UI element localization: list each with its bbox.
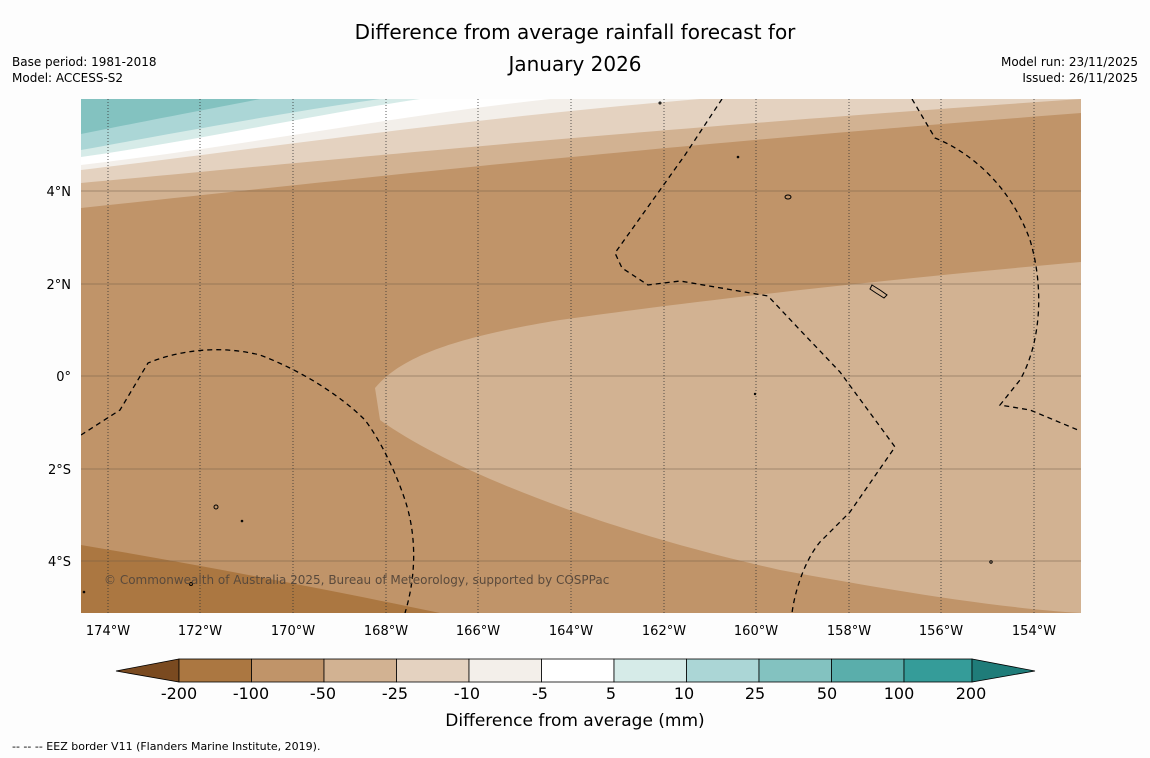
- colorbar-tick: -200: [161, 684, 197, 703]
- eez-border-east: [911, 99, 1079, 431]
- eez-border-central: [614, 99, 896, 613]
- colorbar-extend-right: [971, 658, 1036, 683]
- colorbar-segment: [396, 658, 470, 683]
- eez-borders: [81, 99, 1079, 613]
- lon-label: 168°W: [364, 624, 408, 639]
- colorbar-tick: -50: [310, 684, 336, 703]
- island-icon: [989, 560, 993, 564]
- gridlines: [81, 190, 1081, 562]
- footnote: -- -- -- EEZ border V11 (Flanders Marine…: [12, 740, 321, 753]
- lon-label: 164°W: [549, 624, 593, 639]
- colorbar-segment: [758, 658, 832, 683]
- colorbar-tick: 5: [606, 684, 616, 703]
- colorbar-segment: [613, 658, 687, 683]
- base-period: Base period: 1981-2018: [12, 55, 157, 69]
- island-icon: [240, 519, 244, 523]
- meta-left: Base period: 1981-2018 Model: ACCESS-S2: [12, 54, 157, 86]
- band-east-minus50: [375, 262, 1081, 613]
- lon-label: 174°W: [86, 624, 130, 639]
- title-line-2: January 2026: [508, 52, 642, 76]
- colorbar-tick: 200: [956, 684, 987, 703]
- lon-label: 162°W: [642, 624, 686, 639]
- band-minus100: [81, 545, 440, 613]
- island-icon: [869, 284, 888, 299]
- colorbar-tick: -5: [532, 684, 548, 703]
- longitude-labels: 174°W 172°W 170°W 168°W 166°W 164°W 162°…: [86, 624, 1056, 639]
- lon-label: 172°W: [178, 624, 222, 639]
- copyright-text: © Commonwealth of Australia 2025, Bureau…: [104, 573, 609, 587]
- colorbar: -200 -100 -50 -25 -10 -5 5 10 25 50 100 …: [115, 658, 1036, 731]
- lat-label: 0°: [56, 370, 71, 385]
- island-icon: [736, 155, 740, 159]
- colorbar-segment: [541, 658, 615, 683]
- colorbar-segment: [686, 658, 760, 683]
- colorbar-segment: [468, 658, 542, 683]
- colorbar-tick: -10: [454, 684, 480, 703]
- lon-label: 154°W: [1012, 624, 1056, 639]
- island-icon: [784, 194, 792, 200]
- colorbar-tick: -25: [382, 684, 408, 703]
- lon-label: 156°W: [919, 624, 963, 639]
- colorbar-segment: [251, 658, 325, 683]
- title-line-1: Difference from average rainfall forecas…: [354, 20, 796, 44]
- colorbar-tick: 25: [745, 684, 765, 703]
- islands: [82, 101, 993, 594]
- lat-label: 2°N: [47, 278, 72, 293]
- colorbar-tick: 50: [817, 684, 837, 703]
- island-icon: [213, 504, 219, 510]
- meta-right: Model run: 23/11/2025 Issued: 26/11/2025: [1001, 54, 1138, 86]
- colorbar-segment: [831, 658, 905, 683]
- model-run: Model run: 23/11/2025: [1000, 55, 1138, 69]
- colorbar-segment: [323, 658, 397, 683]
- latitude-labels: 4°N 2°N 0° 2°S 4°S: [47, 185, 72, 570]
- band-plus25: [81, 99, 260, 134]
- island-icon: [753, 392, 757, 396]
- colorbar-segment: [178, 658, 252, 683]
- lat-label: 4°N: [47, 185, 72, 200]
- island-icon: [189, 582, 193, 586]
- lon-label: 166°W: [456, 624, 500, 639]
- map-panel: © Commonwealth of Australia 2025, Bureau…: [81, 99, 1081, 613]
- lon-label: 170°W: [271, 624, 315, 639]
- colorbar-title: Difference from average (mm): [445, 711, 704, 731]
- colorbar-tick: 100: [884, 684, 915, 703]
- island-icon: [658, 101, 662, 105]
- colorbar-extend-left: [115, 658, 180, 683]
- map-title: Difference from average rainfall forecas…: [0, 16, 1150, 80]
- lat-label: 4°S: [48, 555, 71, 570]
- colorbar-segment: [903, 658, 973, 683]
- lon-label: 160°W: [734, 624, 778, 639]
- colorbar-tick: -100: [233, 684, 269, 703]
- colorbar-tick: 10: [674, 684, 694, 703]
- model-name: Model: ACCESS-S2: [12, 71, 124, 85]
- colorbar-ticks: -200 -100 -50 -25 -10 -5 5 10 25 50 100 …: [161, 684, 986, 703]
- island-icon: [82, 590, 86, 594]
- issued-date: Issued: 26/11/2025: [1022, 71, 1138, 85]
- lat-label: 2°S: [48, 463, 71, 478]
- lon-label: 158°W: [827, 624, 871, 639]
